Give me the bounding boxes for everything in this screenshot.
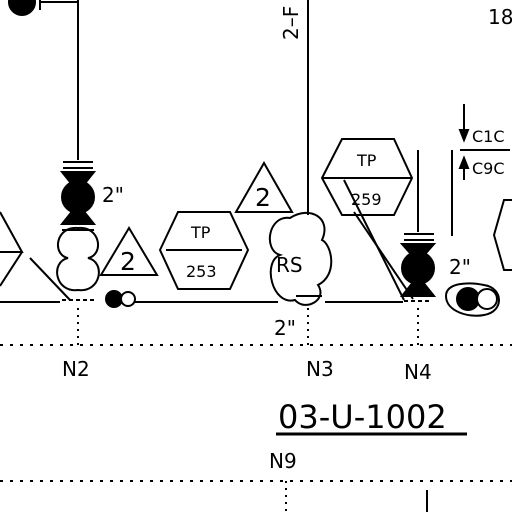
- valve-n4: [399, 243, 437, 297]
- tag-number-2: 259: [351, 190, 382, 209]
- node-label-n3: N3: [306, 357, 334, 381]
- instrument-tp-253: [158, 211, 250, 290]
- node-label-n2: N2: [62, 357, 90, 381]
- branch-line: [29, 257, 71, 301]
- cloud-n4: [444, 282, 500, 317]
- code-label-1: C1C: [472, 127, 505, 146]
- left-partial-triangle: [0, 211, 24, 253]
- line-label: 2–F: [279, 6, 303, 40]
- tag-function-2: TP: [356, 151, 377, 170]
- node-label-n4: N4: [404, 360, 432, 384]
- corner-text: 18: [488, 5, 512, 29]
- node-label-n9: N9: [269, 449, 297, 473]
- revision-triangle-1: [99, 226, 159, 276]
- reducer-cloud-rs: [268, 211, 333, 306]
- valve-size-n4: 2": [449, 255, 471, 279]
- tag-function-1: TP: [190, 223, 211, 242]
- revision-mark-1: 2: [120, 247, 136, 276]
- tag-number-1: 253: [186, 262, 217, 281]
- drawing-number: 03-U-1002: [278, 398, 447, 436]
- reducer-label: RS: [276, 253, 303, 277]
- diagonal-pipe: [353, 211, 414, 300]
- valve-size-n3: 2": [274, 316, 296, 340]
- cloud-n2: [56, 226, 100, 292]
- revision-triangle-2: [234, 160, 294, 213]
- right-partial-hexagon: [492, 199, 512, 271]
- revision-mark-2: 2: [255, 183, 271, 212]
- valve-n2: [59, 171, 97, 231]
- code-label-2: C9C: [472, 159, 505, 178]
- valve-size-n2: 2": [102, 183, 124, 207]
- top-left-fitting: [8, 0, 78, 16]
